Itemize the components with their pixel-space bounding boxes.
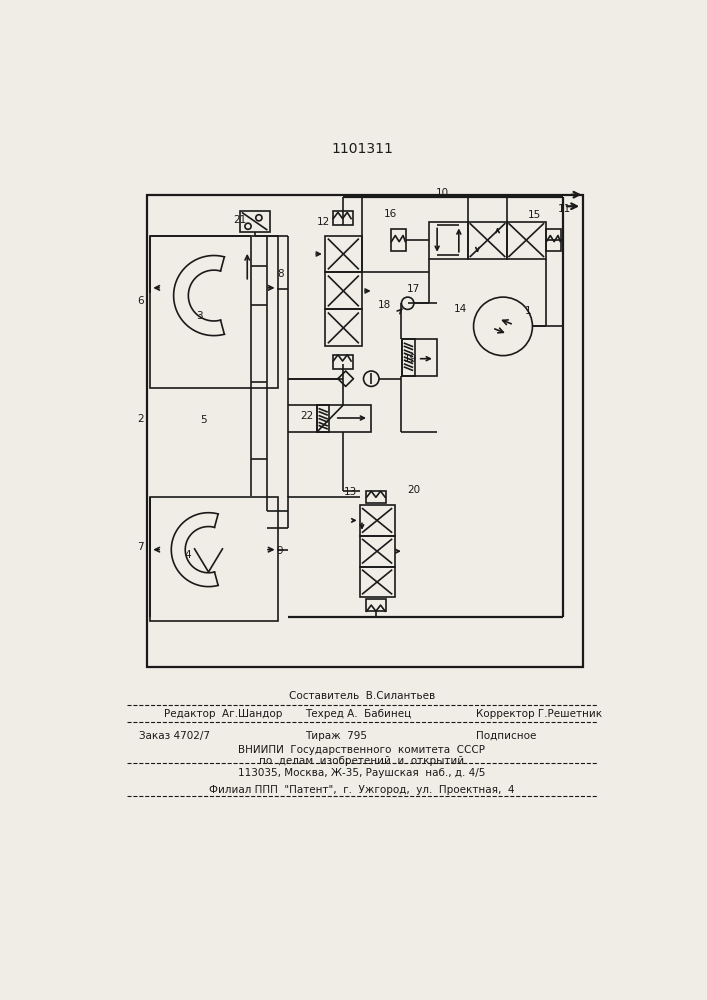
Bar — [325, 309, 362, 346]
Text: 22: 22 — [300, 411, 313, 421]
Text: 6: 6 — [137, 296, 144, 306]
Text: 5: 5 — [200, 415, 206, 425]
Bar — [360, 505, 395, 536]
Text: 4: 4 — [185, 550, 191, 560]
Text: Филиал ППП  "Патент",  г.  Ужгород,  ул.  Проектная,  4: Филиал ППП "Патент", г. Ужгород, ул. Про… — [209, 785, 515, 795]
Text: 113035, Москва, Ж-35, Раушская  наб., д. 4/5: 113035, Москва, Ж-35, Раушская наб., д. … — [238, 768, 486, 778]
Bar — [240, 211, 270, 232]
Text: 11: 11 — [558, 204, 571, 214]
Bar — [151, 235, 279, 388]
Bar — [151, 497, 279, 620]
Bar — [429, 222, 468, 259]
Text: ВНИИПИ  Государственного  комитета  СССР: ВНИИПИ Государственного комитета СССР — [238, 745, 486, 755]
Text: Корректор Г.Решетник: Корректор Г.Решетник — [476, 709, 602, 719]
Text: 16: 16 — [384, 209, 397, 219]
Text: 15: 15 — [527, 210, 541, 220]
Bar — [360, 567, 395, 597]
Text: 2: 2 — [137, 414, 144, 424]
Text: Техред А.  Бабинец: Техред А. Бабинец — [305, 709, 411, 719]
Text: 14: 14 — [454, 304, 467, 314]
Text: по  делам  изобретений  и  открытий: по делам изобретений и открытий — [259, 756, 464, 766]
Text: 20: 20 — [407, 485, 421, 495]
Bar — [546, 229, 561, 251]
Bar — [366, 491, 386, 503]
Text: 19: 19 — [404, 354, 416, 364]
Bar — [402, 339, 414, 376]
Bar — [468, 222, 507, 259]
Bar — [317, 405, 371, 432]
Text: Редактор  Аг.Шандор: Редактор Аг.Шандор — [163, 709, 282, 719]
Bar — [507, 222, 546, 259]
Text: 21: 21 — [233, 215, 247, 225]
Text: 12: 12 — [317, 217, 330, 227]
Text: 3: 3 — [196, 311, 202, 321]
Bar — [332, 211, 353, 225]
Text: 7: 7 — [137, 542, 144, 552]
Text: 13: 13 — [344, 487, 357, 497]
Bar — [146, 195, 583, 667]
Text: 18: 18 — [378, 300, 391, 310]
Bar — [325, 272, 362, 309]
Bar — [317, 405, 329, 432]
Bar — [360, 536, 395, 567]
Text: Составитель  В.Силантьев: Составитель В.Силантьев — [289, 691, 435, 701]
Bar — [332, 355, 353, 369]
Text: 1: 1 — [525, 306, 532, 316]
Text: Подписное: Подписное — [476, 731, 536, 741]
Text: 1101311: 1101311 — [331, 142, 393, 156]
Text: 8: 8 — [277, 269, 284, 279]
Text: Заказ 4702/7: Заказ 4702/7 — [139, 731, 210, 741]
Text: 17: 17 — [407, 284, 421, 294]
Bar — [391, 229, 406, 251]
Text: Тираж  795: Тираж 795 — [305, 731, 368, 741]
Bar — [402, 339, 437, 376]
Bar — [366, 599, 386, 611]
Text: 10: 10 — [436, 188, 449, 198]
Bar — [325, 235, 362, 272]
Text: 9: 9 — [276, 546, 283, 556]
